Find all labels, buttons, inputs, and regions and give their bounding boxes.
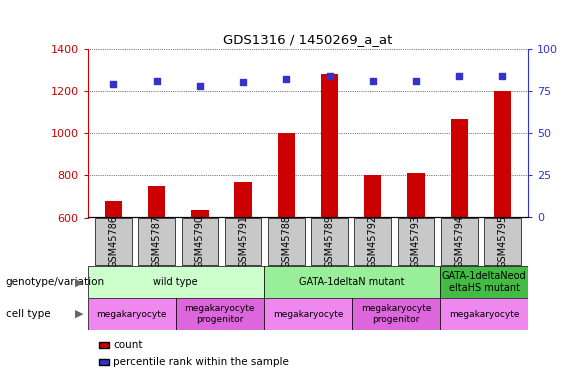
Bar	[494, 91, 511, 218]
FancyBboxPatch shape	[484, 219, 521, 265]
Bar	[407, 173, 424, 217]
Point	[498, 73, 507, 79]
FancyBboxPatch shape	[398, 219, 434, 265]
FancyBboxPatch shape	[181, 219, 218, 265]
Text: GSM45795: GSM45795	[497, 215, 507, 268]
FancyBboxPatch shape	[95, 219, 132, 265]
FancyBboxPatch shape	[354, 219, 391, 265]
Point	[368, 78, 377, 84]
Point	[282, 76, 291, 82]
Text: megakaryocyte
progenitor: megakaryocyte progenitor	[185, 304, 255, 324]
Point	[455, 73, 464, 79]
FancyBboxPatch shape	[225, 219, 262, 265]
Text: cell type: cell type	[6, 309, 50, 319]
Point	[195, 83, 205, 89]
FancyBboxPatch shape	[440, 298, 528, 330]
FancyBboxPatch shape	[264, 298, 352, 330]
Point	[325, 73, 334, 79]
FancyBboxPatch shape	[352, 298, 440, 330]
Text: wild type: wild type	[154, 277, 198, 287]
Bar	[321, 74, 338, 217]
Text: genotype/variation: genotype/variation	[6, 277, 105, 287]
Point	[109, 81, 118, 87]
Text: megakaryocyte
progenitor: megakaryocyte progenitor	[361, 304, 431, 324]
FancyBboxPatch shape	[268, 219, 305, 265]
Text: GSM45787: GSM45787	[152, 215, 162, 268]
Text: GSM45794: GSM45794	[454, 215, 464, 268]
FancyBboxPatch shape	[138, 219, 175, 265]
Text: GATA-1deltaN mutant: GATA-1deltaN mutant	[299, 277, 405, 287]
Text: GSM45786: GSM45786	[108, 215, 119, 268]
Bar	[450, 119, 468, 218]
FancyBboxPatch shape	[88, 266, 264, 298]
Point	[411, 78, 420, 84]
Text: GSM45793: GSM45793	[411, 215, 421, 268]
FancyBboxPatch shape	[311, 219, 348, 265]
Bar	[234, 182, 252, 218]
Text: GSM45791: GSM45791	[238, 215, 248, 268]
Text: megakaryocyte: megakaryocyte	[449, 310, 519, 319]
Text: GSM45789: GSM45789	[324, 215, 334, 268]
Text: megakaryocyte: megakaryocyte	[273, 310, 343, 319]
Bar	[277, 133, 295, 218]
Text: count: count	[113, 340, 142, 350]
Title: GDS1316 / 1450269_a_at: GDS1316 / 1450269_a_at	[223, 33, 393, 46]
Point	[238, 80, 247, 86]
Text: percentile rank within the sample: percentile rank within the sample	[113, 357, 289, 367]
Text: GATA-1deltaNeod
eltaHS mutant: GATA-1deltaNeod eltaHS mutant	[442, 272, 527, 293]
FancyBboxPatch shape	[264, 266, 440, 298]
Bar	[148, 186, 166, 218]
Text: GSM45790: GSM45790	[195, 215, 205, 268]
FancyBboxPatch shape	[440, 266, 528, 298]
Text: ▶: ▶	[75, 277, 84, 287]
Text: ▶: ▶	[75, 309, 84, 319]
FancyBboxPatch shape	[176, 298, 264, 330]
Text: GSM45792: GSM45792	[368, 215, 378, 268]
Text: megakaryocyte: megakaryocyte	[97, 310, 167, 319]
Text: GSM45788: GSM45788	[281, 215, 292, 268]
FancyBboxPatch shape	[88, 298, 176, 330]
Bar	[105, 201, 122, 217]
Bar	[364, 176, 381, 217]
FancyBboxPatch shape	[441, 219, 477, 265]
Point	[152, 78, 161, 84]
Bar	[192, 210, 208, 218]
